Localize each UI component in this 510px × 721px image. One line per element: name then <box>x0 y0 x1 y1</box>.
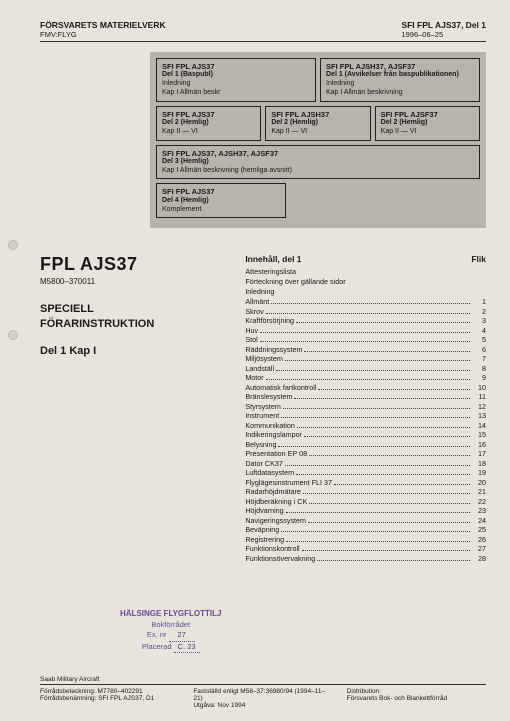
toc-item: Styrsystem12 <box>245 402 486 411</box>
page-footer: Förrådsbeteckning: M7780–402291 Förrådsb… <box>40 684 486 709</box>
toc-item: Dator CK3718 <box>245 459 486 468</box>
toc-item: Registrering26 <box>245 535 486 544</box>
footer-edition: Utgåva: Nov 1994 <box>193 702 332 709</box>
publication-cell: SFI FPL AJSH37, AJSF37Del 1 (Avvikelser … <box>320 58 480 102</box>
page-header: FÖRSVARETS MATERIELVERK FMV:FLYG SFI FPL… <box>40 20 486 42</box>
toc-item: Höjdberäkning i CK22 <box>245 497 486 506</box>
toc-item: Funktionskontroll27 <box>245 544 486 553</box>
toc-item: Kommunikation14 <box>245 421 486 430</box>
library-stamp: HÄLSINGE FLYGFLOTTILJ Bokförrådet Ex. nr… <box>120 608 221 653</box>
footer-approved: Fastställd enligt M58–37:36980/94 (1994–… <box>193 688 332 702</box>
toc-pre-item: Attesteringslista <box>245 267 486 276</box>
doc-title: FPL AJS37 <box>40 254 227 275</box>
stamp-ex-label: Ex. nr <box>147 630 167 639</box>
publication-cell: SFI FPL AJS37Del 4 (Hemlig)Komplement <box>156 183 286 218</box>
toc-item: Automatisk fartkontroll10 <box>245 383 486 392</box>
toc-item: Flyglägesinstrument FLI 3720 <box>245 478 486 487</box>
stamp-dept: Bokförrådet <box>120 620 221 631</box>
publication-cell: SFI FPL AJS37Del 1 (Baspubl)InledningKap… <box>156 58 316 102</box>
publication-cell: SFI FPL AJS37, AJSH37, AJSF37Del 3 (Heml… <box>156 145 480 180</box>
toc-item: Indikeringslampor15 <box>245 430 486 439</box>
stamp-ex-value: 27 <box>169 630 195 642</box>
header-org: FÖRSVARETS MATERIELVERK <box>40 20 166 30</box>
toc-item: Beväpning25 <box>245 525 486 534</box>
toc-item: Landställ8 <box>245 364 486 373</box>
publication-cell: SFI FPL AJSF37Del 2 (Hemlig)Kap II — VI <box>375 106 480 141</box>
doc-subtitle-2: FÖRARINSTRUKTION <box>40 317 227 331</box>
header-date: 1996–06–25 <box>401 30 486 39</box>
toc-item: Stol5 <box>245 335 486 344</box>
header-suborg: FMV:FLYG <box>40 30 166 39</box>
toc-item: Kraftförsörjning3 <box>245 316 486 325</box>
toc-item: Skrov2 <box>245 307 486 316</box>
toc-item: Navigeringssystem24 <box>245 516 486 525</box>
title-block: FPL AJS37 M5800–370011 SPECIELL FÖRARINS… <box>40 254 227 563</box>
toc-item: Belysning16 <box>245 440 486 449</box>
toc-item: Funktionsövervakning28 <box>245 554 486 563</box>
toc-item: Höjdvarning23 <box>245 506 486 515</box>
toc-item: Luftdatasystem19 <box>245 468 486 477</box>
toc-heading: Innehåll, del 1 <box>245 254 301 264</box>
punch-hole <box>8 330 18 340</box>
footer-storage-name: Förrådsbenämning: SFI FPL AJS37, D1 <box>40 695 179 702</box>
stamp-placed-label: Placerad <box>142 642 172 651</box>
toc-item: Instrument13 <box>245 411 486 420</box>
toc-pre-item: Inledning <box>245 287 486 296</box>
footer-dist-label: Distribution: <box>347 688 486 695</box>
toc-pre-item: Förteckning över gällande sidor <box>245 277 486 286</box>
publication-cell: SFI FPL AJSH37Del 2 (Hemlig)Kap II — VI <box>265 106 370 141</box>
footer-storage-code: Förrådsbeteckning: M7780–402291 <box>40 688 179 695</box>
table-of-contents: Innehåll, del 1 Flik AttesteringslistaFö… <box>245 254 486 563</box>
header-doc: SFI FPL AJS37, Del 1 <box>401 20 486 30</box>
toc-item: Bränslesystem11 <box>245 392 486 401</box>
toc-item: Huv4 <box>245 326 486 335</box>
doc-subtitle-1: SPECIELL <box>40 302 227 316</box>
toc-item: Allmänt1 <box>245 297 486 306</box>
toc-item: Radarhöjdmätare21 <box>245 487 486 496</box>
publication-cell: SFI FPL AJS37Del 2 (Hemlig)Kap II — VI <box>156 106 261 141</box>
stamp-org: HÄLSINGE FLYGFLOTTILJ <box>120 608 221 619</box>
toc-item: Motor9 <box>245 373 486 382</box>
doc-code: M5800–370011 <box>40 277 227 286</box>
toc-item: Miljösystem7 <box>245 354 486 363</box>
stamp-placed-value: C. 23 <box>174 642 200 654</box>
toc-item: Räddningssystem6 <box>245 345 486 354</box>
toc-item: Presentation EP 0817 <box>245 449 486 458</box>
footer-dist-value: Försvarets Bok- och Blankettförråd <box>347 695 486 702</box>
manufacturer-label: Saab Military Aircraft <box>40 676 100 683</box>
punch-hole <box>8 240 18 250</box>
doc-part: Del 1 Kap I <box>40 345 227 357</box>
toc-flik-label: Flik <box>471 254 486 264</box>
publication-set-diagram: SFI FPL AJS37Del 1 (Baspubl)InledningKap… <box>150 52 486 228</box>
